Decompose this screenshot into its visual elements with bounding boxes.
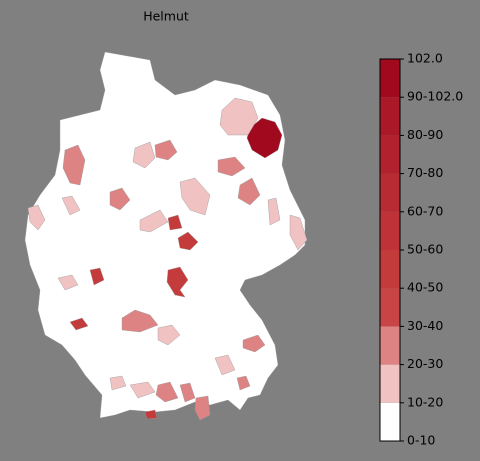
colorbar-segment bbox=[380, 173, 400, 212]
region bbox=[236, 375, 251, 391]
region bbox=[166, 266, 189, 298]
region bbox=[179, 382, 196, 403]
region bbox=[109, 187, 131, 211]
colorbar-segment bbox=[380, 97, 400, 136]
colorbar-label: 20-30 bbox=[407, 356, 443, 371]
colorbar-label: 90-102.0 bbox=[407, 89, 463, 104]
region bbox=[155, 381, 179, 403]
region bbox=[89, 267, 105, 286]
region bbox=[109, 375, 127, 391]
region bbox=[177, 231, 199, 251]
colorbar-label: 0-10 bbox=[407, 433, 435, 448]
region bbox=[61, 195, 81, 216]
region bbox=[154, 139, 178, 161]
region bbox=[246, 117, 283, 159]
colorbar-segment bbox=[380, 402, 400, 441]
region bbox=[121, 309, 159, 333]
region bbox=[289, 214, 308, 251]
colorbar-label: 50-60 bbox=[407, 242, 443, 257]
colorbar-label: 30-40 bbox=[407, 318, 443, 333]
colorbar-segment bbox=[380, 326, 400, 365]
region bbox=[219, 97, 259, 136]
region bbox=[132, 141, 156, 169]
colorbar-segment bbox=[380, 288, 400, 327]
colorbar-label: 70-80 bbox=[407, 165, 443, 180]
colorbar-label: 40-50 bbox=[407, 280, 443, 295]
map-title: Helmut bbox=[143, 9, 189, 24]
region bbox=[27, 204, 46, 231]
region bbox=[267, 197, 281, 226]
region bbox=[194, 395, 211, 421]
colorbar-segment bbox=[380, 250, 400, 289]
region bbox=[57, 274, 79, 291]
colorbar: 0-10 10-20 20-30 30-40 40-50 50-60 60-70 70-80 8… bbox=[379, 51, 463, 448]
colorbar-label: 10-20 bbox=[407, 394, 443, 409]
region bbox=[139, 209, 169, 233]
colorbar-segment bbox=[380, 364, 400, 403]
germany-map bbox=[24, 51, 308, 421]
colorbar-label: 80-90 bbox=[407, 127, 443, 142]
region bbox=[157, 324, 181, 346]
region bbox=[144, 409, 158, 420]
region bbox=[179, 177, 211, 216]
colorbar-segment bbox=[380, 211, 400, 250]
region bbox=[217, 156, 246, 177]
region bbox=[237, 177, 261, 206]
colorbar-label: 102.0 bbox=[407, 51, 443, 66]
region bbox=[214, 354, 236, 376]
region bbox=[62, 144, 86, 186]
colorbar-segment bbox=[380, 59, 400, 98]
colorbar-segment bbox=[380, 135, 400, 174]
region bbox=[129, 381, 156, 399]
region bbox=[167, 214, 183, 231]
region bbox=[69, 317, 89, 331]
colorbar-label: 60-70 bbox=[407, 203, 443, 218]
region bbox=[242, 334, 266, 353]
